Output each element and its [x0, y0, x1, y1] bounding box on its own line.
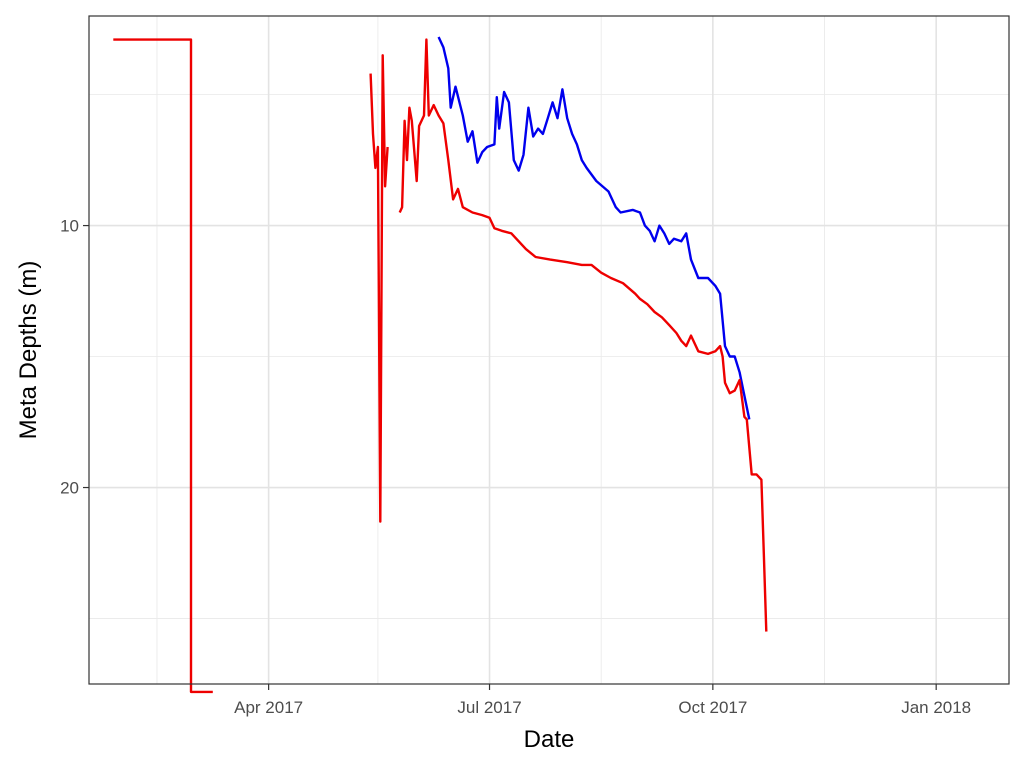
y-tick-label: 10 — [60, 217, 79, 236]
axes: Apr 2017 Jul 2017 Oct 2017 Jan 2018 10 20 — [60, 217, 971, 717]
x-tick-label: Apr 2017 — [234, 698, 303, 717]
x-tick-label: Jul 2017 — [457, 698, 521, 717]
series-line-1 — [437, 36, 751, 420]
y-tick-label: 20 — [60, 479, 79, 498]
x-tick-label: Jan 2018 — [901, 698, 971, 717]
x-tick-label: Oct 2017 — [678, 698, 747, 717]
x-axis-title: Date — [524, 726, 575, 753]
grid-lines — [89, 16, 1009, 684]
series-lines — [113, 36, 768, 694]
plot-panel-border — [88, 15, 1010, 685]
y-axis-title: Meta Depths (m) — [15, 261, 42, 440]
series-line-2 — [113, 38, 768, 694]
